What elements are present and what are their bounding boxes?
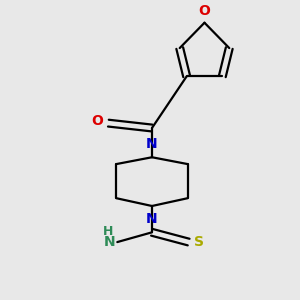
- Text: S: S: [194, 235, 204, 249]
- Text: N: N: [104, 235, 115, 249]
- Text: N: N: [146, 212, 158, 226]
- Text: N: N: [146, 137, 158, 152]
- Text: O: O: [199, 4, 210, 18]
- Text: H: H: [103, 225, 113, 238]
- Text: O: O: [92, 114, 104, 128]
